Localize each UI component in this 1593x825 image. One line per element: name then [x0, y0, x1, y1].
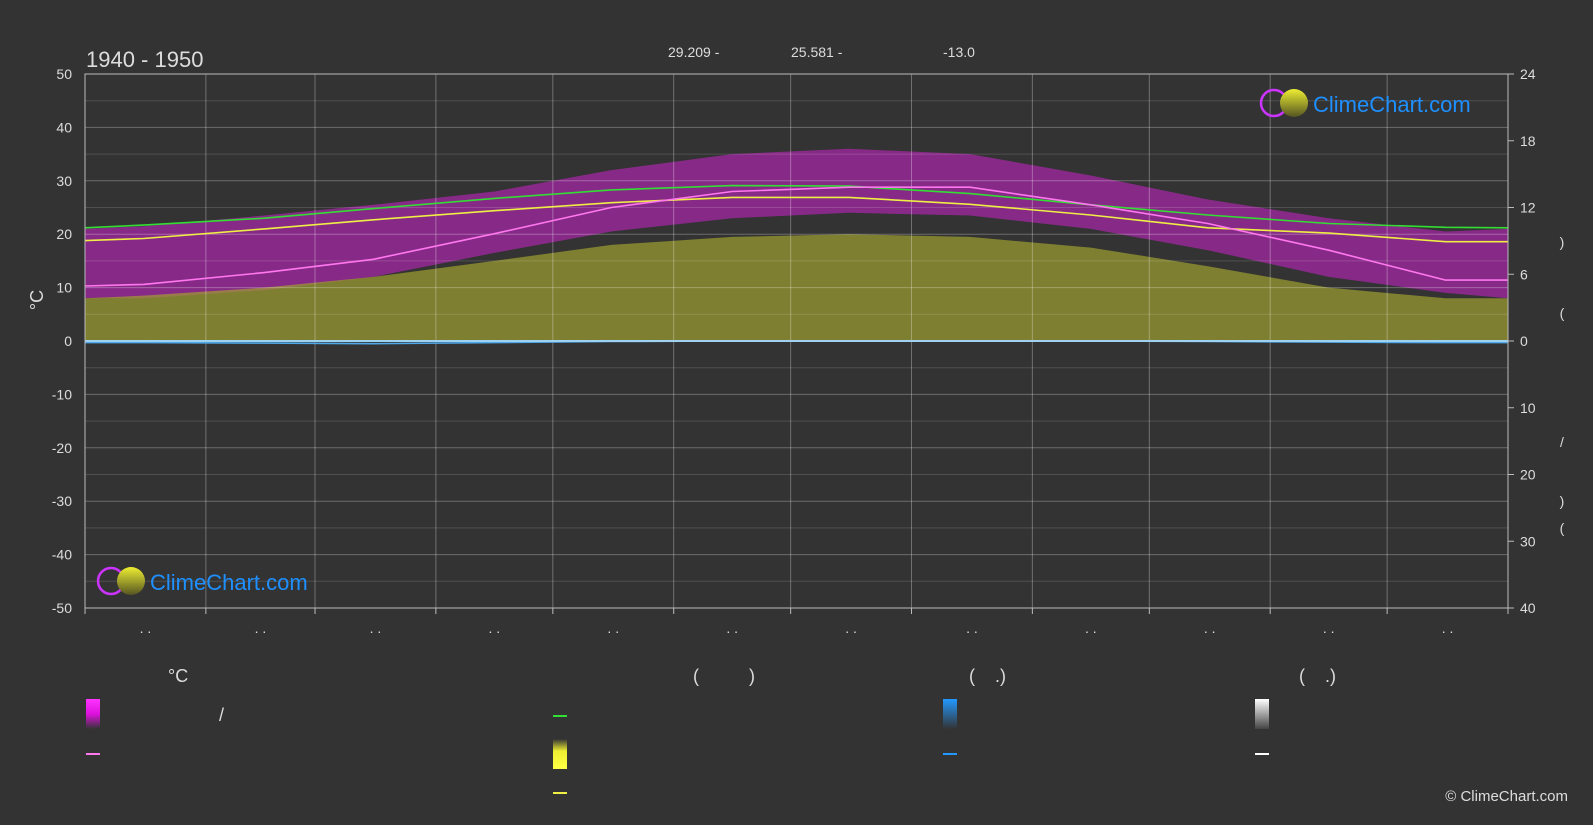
stat-text-2: 25.581 - [791, 44, 843, 60]
left-axis-title: °C [27, 290, 47, 310]
left-tick-label: -40 [52, 547, 72, 563]
series-line-1 [84, 196, 1508, 243]
left-tick-label: 0 [64, 333, 72, 349]
right-tick-label-bottom: 40 [1520, 600, 1536, 616]
month-tick-label: . . [726, 620, 738, 636]
month-tick-label: . . [140, 620, 152, 636]
legend-col2-header: ( ) [693, 666, 755, 686]
month-tick-label: . . [1204, 620, 1216, 636]
stat-text-1: 29.209 - [668, 44, 720, 60]
right-axis-glyph-4: ) [1560, 493, 1565, 509]
left-tick-label: -10 [52, 386, 72, 402]
right-tick-label-top: 18 [1520, 133, 1536, 149]
left-tick-label: 30 [56, 173, 72, 189]
logo-sun-icon [117, 567, 145, 595]
legend-col3-header: ( .) [969, 666, 1006, 686]
right-tick-label-top: 24 [1520, 66, 1536, 82]
logo-bottom[interactable]: ClimeChart.com [96, 566, 308, 596]
right-tick-label-bottom: 10 [1520, 400, 1536, 416]
logo-text-bottom: ClimeChart.com [150, 570, 308, 595]
legend-col4-header: ( .) [1299, 666, 1336, 686]
copyright: © ClimeChart.com [1445, 788, 1568, 805]
month-tick-label: . . [1085, 620, 1097, 636]
right-axis-glyph-3: / [1560, 434, 1564, 450]
stat-text-3: -13.0 [943, 44, 975, 60]
left-tick-label: -30 [52, 493, 72, 509]
month-tick-label: . . [370, 620, 382, 636]
legend-col1-item1: / [219, 705, 224, 725]
left-tick-label: 50 [56, 66, 72, 82]
logo-sun-icon [1280, 89, 1308, 117]
band-0 [85, 148, 1508, 299]
month-tick-label: . . [255, 620, 267, 636]
month-tick-label: . . [1323, 620, 1335, 636]
legend-swatch-blue-range [943, 699, 957, 729]
legend-swatch-magenta-range [86, 699, 100, 729]
right-tick-label-top: 0 [1520, 333, 1528, 349]
right-tick-label-bottom: 30 [1520, 533, 1536, 549]
left-tick-label: 40 [56, 119, 72, 135]
left-tick-label: 10 [56, 280, 72, 296]
band-1 [85, 234, 1508, 341]
legend-swatch-yellow-range [553, 739, 567, 769]
month-tick-label: . . [607, 620, 619, 636]
right-axis-glyph-2: ( [1560, 305, 1565, 321]
ticks-layer: 50 40 30 20 10 0 -10 -20 -30 -40 -50 24 18 12 6 0 10 20 30… [52, 66, 1536, 636]
right-tick-label-bottom: 20 [1520, 467, 1536, 483]
series-line-0 [84, 184, 1509, 229]
bands-layer [85, 148, 1508, 341]
month-tick-label: . . [966, 620, 978, 636]
logo-text-top: ClimeChart.com [1313, 92, 1471, 117]
month-tick-label: . . [1442, 620, 1454, 636]
month-tick-label: . . [845, 620, 857, 636]
series-line-2 [84, 186, 1508, 287]
left-tick-label: -20 [52, 440, 72, 456]
legend: °C ( ) ( .) ( .) / [86, 666, 1336, 794]
logo-top[interactable]: ClimeChart.com [1259, 88, 1471, 118]
period-label: 1940 - 1950 [86, 47, 203, 72]
left-tick-label: 20 [56, 226, 72, 242]
right-axis-glyph-1: ) [1560, 234, 1565, 250]
legend-swatch-white-range [1255, 699, 1269, 729]
right-axis-glyph-5: ( [1560, 520, 1565, 536]
left-tick-label: -50 [52, 600, 72, 616]
month-tick-label: . . [489, 620, 501, 636]
right-tick-label-top: 12 [1520, 200, 1536, 216]
right-tick-label-top: 6 [1520, 266, 1528, 282]
legend-col1-header: °C [168, 666, 188, 686]
